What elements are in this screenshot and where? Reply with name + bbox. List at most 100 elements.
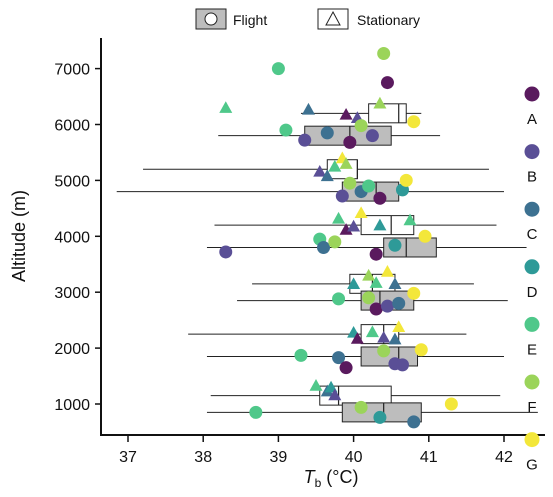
flight-point	[279, 123, 293, 137]
flight-point	[354, 119, 368, 133]
group-legend-marker	[524, 316, 540, 332]
stationary-point	[380, 265, 394, 277]
flight-point	[328, 235, 342, 249]
points-layer	[219, 47, 458, 429]
flight-point	[392, 296, 406, 310]
y-tick-label: 1000	[54, 397, 90, 414]
flight-point	[369, 302, 383, 316]
x-tick-label: 38	[194, 449, 212, 466]
flight-point	[380, 76, 394, 90]
group-legend-label: G	[526, 457, 538, 474]
flight-point	[249, 405, 263, 419]
group-legend-label: A	[527, 111, 537, 128]
x-tick-label: 42	[495, 449, 513, 466]
flight-point	[407, 115, 421, 129]
flight-point	[373, 410, 387, 424]
flight-point	[332, 351, 346, 365]
x-axis-title-symbol: T	[304, 467, 317, 487]
flight-point	[369, 247, 383, 261]
flight-point	[377, 344, 391, 358]
y-tick-label: 4000	[54, 229, 90, 246]
stationary-point	[388, 332, 402, 345]
y-ticks: 1000 2000 3000 4000 5000 6000 7000	[54, 62, 101, 414]
stationary-point	[347, 219, 361, 232]
flight-point	[343, 135, 357, 149]
stationary-point	[354, 206, 368, 219]
group-legend-marker	[524, 201, 540, 217]
group-legend: A B C D E F G	[524, 86, 540, 474]
flight-point	[399, 173, 413, 187]
group-legend-marker	[524, 374, 540, 390]
flight-point	[407, 286, 421, 300]
stationary-point	[350, 332, 364, 344]
flight-point	[377, 47, 391, 61]
y-axis-title: Altitude (m)	[9, 190, 29, 282]
stationary-point	[388, 277, 402, 290]
flight-point	[219, 245, 233, 259]
x-ticks: 37 38 39 40 41 42	[119, 435, 513, 466]
flight-point	[362, 291, 376, 305]
flight-point	[418, 229, 432, 243]
y-tick-label: 2000	[54, 341, 90, 358]
flight-point	[444, 397, 458, 411]
stationary-point	[369, 276, 383, 288]
x-tick-label: 39	[270, 449, 288, 466]
flight-point	[317, 240, 331, 254]
legend-flight-marker	[204, 12, 218, 26]
stationary-point	[339, 107, 353, 120]
x-axis-title: Tb (°C)	[304, 467, 359, 490]
x-tick-label: 37	[119, 449, 137, 466]
stationary-point	[328, 388, 342, 401]
stationary-point	[339, 223, 353, 235]
stationary-point	[219, 101, 233, 113]
stationary-point	[373, 96, 387, 109]
boxes-layer	[304, 103, 437, 423]
group-legend-marker	[524, 144, 540, 160]
y-tick-label: 3000	[54, 285, 90, 302]
stationary-point	[301, 102, 315, 115]
stationary-point	[347, 277, 361, 290]
flight-point	[407, 415, 421, 429]
stationary-point	[403, 213, 417, 226]
x-axis-title-unit: (°C)	[321, 467, 358, 487]
legend-flight-label: Flight	[233, 12, 267, 28]
group-legend-label: C	[527, 226, 538, 243]
stationary-point	[332, 211, 346, 224]
flight-point	[380, 299, 394, 313]
group-legend-label: B	[527, 169, 537, 186]
flight-point	[365, 129, 379, 143]
x-axis-title-subscript: b	[315, 476, 322, 490]
flight-point	[320, 126, 334, 140]
flight-point	[271, 62, 285, 76]
legend-stationary-marker	[325, 10, 341, 26]
flight-point	[395, 358, 409, 372]
legend-stationary-label: Stationary	[357, 12, 420, 28]
flight-point	[332, 292, 346, 306]
group-legend-marker	[524, 432, 540, 448]
group-legend-label: E	[527, 341, 537, 358]
group-legend-marker	[524, 86, 540, 102]
stationary-point	[320, 169, 334, 182]
y-tick-label: 7000	[54, 62, 90, 79]
flight-point	[339, 361, 353, 375]
x-tick-label: 41	[420, 449, 438, 466]
stationary-point	[373, 218, 387, 231]
stationary-point	[313, 164, 327, 177]
x-tick-label: 40	[345, 449, 363, 466]
group-legend-label: D	[527, 284, 538, 301]
stationary-point	[392, 320, 406, 333]
flight-point	[294, 348, 308, 362]
flight-point	[362, 179, 376, 193]
stationary-point	[339, 157, 353, 169]
stationary-point	[377, 330, 391, 343]
stationary-point	[328, 159, 342, 172]
stationary-point	[362, 268, 376, 281]
flight-point	[354, 400, 368, 414]
whiskers-layer	[116, 112, 538, 413]
y-tick-label: 5000	[54, 173, 90, 190]
stationary-point	[365, 325, 379, 338]
flight-point	[373, 191, 387, 205]
stationary-box	[368, 103, 407, 124]
flight-point	[343, 176, 357, 190]
